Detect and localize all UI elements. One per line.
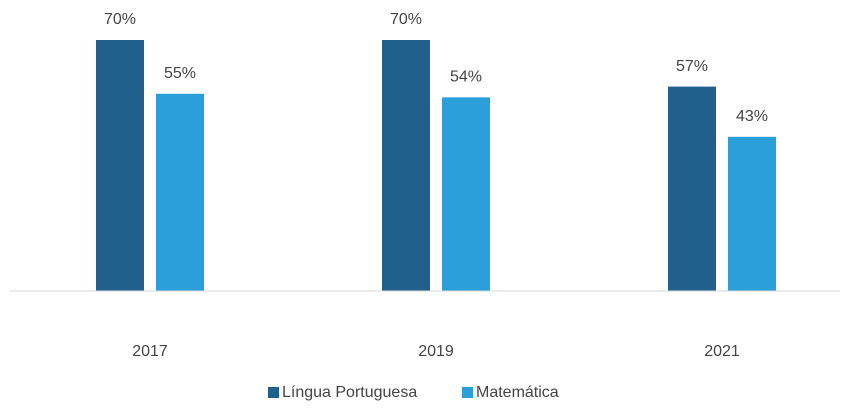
bar <box>728 137 776 291</box>
x-tick-label: 2021 <box>704 343 740 360</box>
legend-swatch <box>462 387 473 398</box>
value-label: 54% <box>450 69 482 86</box>
legend-label: Matemática <box>476 384 559 401</box>
bar <box>668 87 716 291</box>
bar <box>442 97 490 291</box>
x-tick-label: 2017 <box>132 343 168 360</box>
value-label: 43% <box>736 108 768 125</box>
value-label: 57% <box>676 58 708 75</box>
value-label: 70% <box>104 11 136 28</box>
value-label: 55% <box>164 65 196 82</box>
value-label: 70% <box>390 11 422 28</box>
chart: 2017 70% 55% 2019 70% 54% 2021 57% 43% Língua Por… <box>0 0 854 408</box>
bar <box>382 40 430 291</box>
legend-label: Língua Portuguesa <box>282 384 417 401</box>
bar <box>156 94 204 291</box>
legend-swatch <box>268 387 279 398</box>
x-tick-label: 2019 <box>418 343 454 360</box>
bar <box>96 40 144 291</box>
